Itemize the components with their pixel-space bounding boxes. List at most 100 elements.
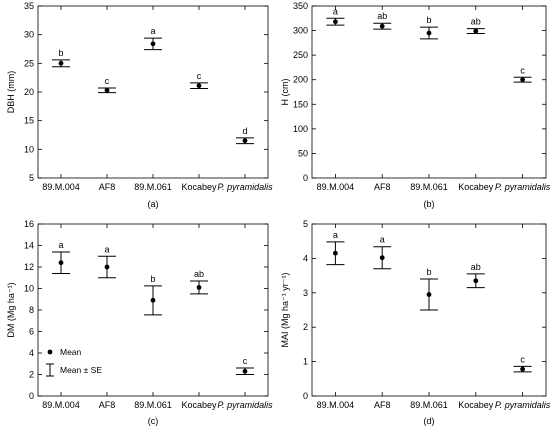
y-tick-label: 350: [293, 1, 308, 11]
panel-4: 0 1 2 3 4 5 89.M.004 AF8 89.M.061 Kocabey P. pyram…: [280, 219, 550, 426]
mean-point: [379, 23, 385, 29]
mean-point: [196, 83, 202, 89]
x-category-label: P. pyramidalis: [217, 400, 273, 410]
x-category-label: 89.M.061: [134, 182, 172, 192]
y-tick-label: 16: [24, 219, 34, 229]
mean-point: [58, 60, 64, 66]
y-tick-label: 35: [24, 1, 34, 11]
x-category-label: AF8: [99, 182, 116, 192]
panel-1: 5 10 15 20 25 30 35 89.M.004 AF8 89.M.061 Kocabey P…: [6, 1, 273, 209]
significance-letter: c: [520, 354, 525, 364]
panel-2: 0 50 100 150 200 250 300 350 89.M.004 AF8 89.M.061…: [280, 1, 550, 209]
y-tick-label: 14: [24, 241, 34, 251]
significance-letter: a: [150, 26, 155, 36]
significance-letter: d: [242, 126, 247, 136]
significance-letter: c: [243, 356, 248, 366]
x-category-label: Kocabey: [181, 400, 217, 410]
y-tick-label: 50: [298, 148, 308, 158]
y-tick-label: 2: [303, 322, 308, 332]
significance-letter: b: [58, 48, 63, 58]
x-category-label: AF8: [374, 182, 391, 192]
y-tick-label: 10: [24, 284, 34, 294]
x-category-label: Kocabey: [181, 182, 217, 192]
panel-label: (c): [148, 416, 159, 426]
mean-point: [426, 292, 432, 297]
x-category-label: 89.M.061: [134, 400, 172, 410]
mean-point: [104, 264, 110, 270]
mean-point: [473, 28, 479, 34]
x-category-label: Kocabey: [458, 182, 494, 192]
y-tick-label: 100: [293, 124, 308, 134]
y-tick-label: 0: [303, 173, 308, 183]
y-tick-label: 12: [24, 262, 34, 272]
x-category-label: Kocabey: [458, 400, 494, 410]
y-tick-label: 8: [29, 305, 34, 315]
significance-letter: ab: [471, 17, 481, 27]
mean-point: [520, 77, 525, 83]
significance-letter: b: [426, 267, 431, 277]
panel-label: (b): [424, 199, 435, 209]
y-tick-label: 25: [24, 58, 34, 68]
y-tick-label: 300: [293, 26, 308, 36]
x-category-label: 89.M.061: [410, 400, 448, 410]
y-tick-label: 150: [293, 99, 308, 109]
legend: Mean Mean ± SE: [46, 347, 102, 377]
significance-letter: b: [426, 15, 431, 25]
x-category-label: 89.M.004: [42, 182, 80, 192]
significance-letter: c: [105, 76, 110, 86]
y-axis-label: DM (Mg ha⁻¹): [6, 282, 16, 337]
panel-label: (a): [148, 199, 159, 209]
y-tick-label: 4: [29, 348, 34, 358]
y-tick-label: 15: [24, 116, 34, 126]
legend-mean-symbol: [47, 349, 53, 355]
mean-point: [150, 297, 156, 303]
y-tick-label: 0: [303, 391, 308, 401]
x-category-label: 89.M.004: [317, 400, 355, 410]
significance-letter: ab: [194, 269, 204, 279]
significance-letter: ab: [377, 11, 387, 21]
y-tick-label: 1: [303, 357, 308, 367]
significance-letter: c: [197, 71, 202, 81]
y-tick-label: 10: [24, 144, 34, 154]
y-tick-label: 250: [293, 50, 308, 60]
significance-letter: a: [333, 6, 338, 16]
legend-mean-label: Mean: [60, 347, 82, 357]
y-axis-label: MAI (Mg ha⁻¹ yr⁻¹): [280, 272, 290, 347]
y-tick-label: 3: [303, 288, 308, 298]
panel-3: 0 2 4 6 8 10 12 14 16 89.M.004 AF8 89.M.061 Kocabey P…: [6, 219, 273, 426]
y-axis-label: H (cm): [280, 79, 290, 106]
mean-point: [58, 260, 64, 266]
mean-point: [426, 30, 432, 36]
y-tick-label: 20: [24, 87, 34, 97]
mean-point: [104, 87, 110, 93]
x-category-label: P. pyramidalis: [495, 400, 550, 410]
y-tick-label: 6: [29, 327, 34, 337]
significance-letter: b: [150, 274, 155, 284]
y-tick-label: 200: [293, 75, 308, 85]
mean-point: [379, 255, 385, 261]
significance-letter: a: [380, 235, 385, 245]
x-category-label: P. pyramidalis: [217, 182, 273, 192]
mean-point: [242, 368, 248, 374]
mean-point: [333, 19, 338, 25]
x-category-label: AF8: [374, 400, 391, 410]
x-category-label: P. pyramidalis: [495, 182, 550, 192]
mean-point: [196, 285, 202, 290]
y-tick-label: 4: [303, 253, 308, 263]
mean-point: [150, 41, 156, 47]
y-tick-label: 5: [303, 219, 308, 229]
y-tick-label: 5: [29, 173, 34, 183]
mean-point: [333, 250, 338, 256]
x-category-label: AF8: [99, 400, 116, 410]
mean-point: [242, 138, 248, 144]
significance-letter: ab: [471, 262, 481, 272]
panel-label: (d): [424, 416, 435, 426]
legend-se-label: Mean ± SE: [60, 365, 102, 375]
y-tick-label: 2: [29, 370, 34, 380]
y-axis-label: DBH (mm): [6, 71, 16, 114]
mean-point: [520, 366, 525, 372]
mean-point: [473, 278, 479, 284]
y-tick-label: 30: [24, 30, 34, 40]
significance-letter: a: [104, 244, 109, 254]
